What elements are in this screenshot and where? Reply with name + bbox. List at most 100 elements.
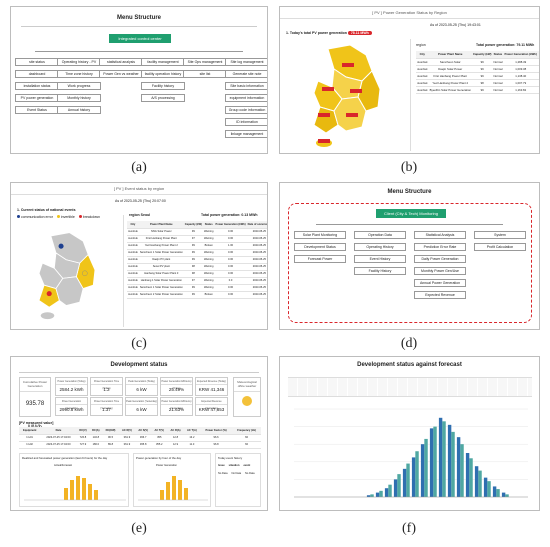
menu-item[interactable]: Monthly Power Gen/Use	[414, 267, 466, 275]
menu-item[interactable]: installation status	[15, 82, 59, 90]
menu-item[interactable]: Group code information	[225, 106, 267, 114]
korea-map[interactable]	[17, 223, 117, 327]
chart-bar[interactable]	[397, 474, 401, 497]
menu-item[interactable]: Development Status	[294, 243, 346, 251]
table-row[interactable]: Jeonbuk Hanbang 1 Solar Power Generation 9…	[127, 277, 267, 285]
menu-category[interactable]: Statistical Analysis	[414, 231, 466, 239]
chart-bar[interactable]	[465, 453, 470, 497]
table-row[interactable]: Jeonbuk Samcheon 1 Solar Power Generation…	[127, 284, 267, 292]
menu-item[interactable]: Prediction Error Rate	[414, 243, 466, 251]
chart-bar[interactable]	[420, 444, 425, 497]
column-header[interactable]: DC(A)	[89, 427, 103, 435]
chart-bar[interactable]	[483, 477, 488, 497]
menu-item[interactable]: A/S processing	[141, 94, 185, 102]
table-row[interactable]: Inv02 2023-07-25 17:04:00 727.9 180.0 89.8 36…	[19, 441, 261, 449]
menu-category[interactable]: site status	[15, 58, 59, 66]
table-row[interactable]: Jeonbuk Hanbang Solar Power Plant 3 98 Warn…	[127, 270, 267, 278]
column-header[interactable]: Power Plant Name	[428, 51, 472, 59]
table-row[interactable]: Jeonbuk First Hanbang Power Plant 99 Normal…	[416, 72, 539, 80]
menu-root-node[interactable]: Integrated control center	[109, 34, 171, 43]
menu-item[interactable]: PV power generation	[15, 94, 59, 102]
menu-item[interactable]: Annual Power Generation	[414, 279, 466, 287]
menu-item[interactable]: Event History	[354, 255, 406, 263]
menu-item[interactable]: Time zone history	[57, 70, 101, 78]
menu-item[interactable]: Site basic information	[225, 82, 267, 90]
chart-bar[interactable]	[501, 492, 506, 497]
chart-bar[interactable]	[406, 463, 410, 497]
menu-item[interactable]: Power Gen vs weather	[99, 70, 143, 78]
menu-category[interactable]: statistical analysis	[99, 58, 143, 66]
chart-bar[interactable]	[388, 484, 392, 497]
column-header[interactable]: AC R(A)	[167, 427, 184, 435]
chart-bar[interactable]	[474, 466, 479, 497]
menu-item[interactable]: Generate site note	[225, 70, 267, 78]
table-row[interactable]: Jeonbuk NNG Solar Power 99 Warning 0.00 2023-…	[127, 228, 267, 236]
chart-bar[interactable]	[402, 468, 407, 497]
korea-map[interactable]	[288, 41, 406, 149]
menu-item[interactable]: linkage management	[225, 130, 267, 138]
menu-root-node[interactable]: Client (City & Tech) Monitoring	[376, 209, 446, 218]
table-row[interactable]: Jeonbuk Daejin Solar Power 99 Normal 1,009.3…	[416, 65, 539, 73]
column-header[interactable]: Power Generation (kWh)	[214, 221, 247, 229]
map-island[interactable]	[40, 312, 55, 320]
menu-category[interactable]: Solar Plant Monitoring	[294, 231, 346, 239]
column-header[interactable]: Capacity (kW)	[471, 51, 493, 59]
menu-category[interactable]: System	[474, 231, 526, 239]
column-header[interactable]: Power Factor (%)	[199, 427, 233, 435]
chart-bar[interactable]	[379, 490, 383, 497]
menu-item[interactable]: site list	[183, 70, 227, 78]
menu-item[interactable]: Forecast Power	[294, 255, 346, 263]
column-header[interactable]: Status	[202, 221, 215, 229]
column-header[interactable]: City	[127, 221, 139, 229]
table-row[interactable]: Jeonbuk Byeolhin Solar Power Generation 99…	[416, 86, 539, 94]
table-row[interactable]: Jeonbuk Samcheon 1 Solar Power Generation…	[127, 249, 267, 257]
chart-bar[interactable]	[433, 426, 437, 497]
chart-bar[interactable]	[438, 417, 443, 497]
column-header[interactable]: DC(V)	[76, 427, 90, 435]
chart-bar[interactable]	[393, 479, 398, 497]
table-row[interactable]: Jeonbuk Seoul PV plant 98 Warning 0.00 2023-0…	[127, 263, 267, 271]
chart-bar[interactable]	[429, 428, 434, 497]
menu-item[interactable]: equipment information	[225, 94, 267, 102]
column-header[interactable]: Power Generation (kWh)	[503, 51, 538, 59]
column-header[interactable]: AC T(A)	[183, 427, 200, 435]
map-region-southeast[interactable]	[55, 276, 84, 306]
table-row[interactable]: Jeonbuk Yeol Hanbang Power Plant 2 98 Norma…	[416, 79, 539, 87]
menu-item[interactable]: ID information	[225, 118, 267, 126]
menu-item[interactable]: Monthly history	[57, 94, 101, 102]
chart-bar[interactable]	[447, 424, 452, 497]
menu-category[interactable]: facility management	[141, 58, 185, 66]
chart-bar[interactable]	[496, 489, 500, 497]
menu-category[interactable]: Site Ops management	[183, 58, 227, 66]
chart-bar[interactable]	[492, 486, 497, 497]
menu-item[interactable]: Annual history	[57, 106, 101, 114]
menu-category[interactable]: Operating history - PV	[57, 58, 101, 66]
column-header[interactable]: Capacity (kW)	[183, 221, 203, 229]
table-row[interactable]: Jeonbuk Yeol Hanbang Power Plant 2 99 Broke…	[127, 242, 267, 250]
menu-category[interactable]: Operation Data	[354, 231, 406, 239]
menu-item[interactable]: Daily Power Generation	[414, 255, 466, 263]
menu-item[interactable]: facility operation history	[141, 70, 185, 78]
menu-item[interactable]: Work progress	[57, 82, 101, 90]
chart-bar[interactable]	[370, 494, 374, 497]
chart-bar[interactable]	[415, 451, 419, 497]
chart-bar[interactable]	[505, 494, 509, 497]
table-row[interactable]: Jeonbuk First Hanbang Power Plant 97 Warnin…	[127, 235, 267, 243]
column-header[interactable]: DC(KW)	[102, 427, 119, 435]
column-header[interactable]: Time (h)	[537, 51, 539, 59]
menu-item[interactable]: Profit Calculation	[474, 243, 526, 251]
chart-bar[interactable]	[384, 488, 389, 497]
column-header[interactable]: Frequency (Hz)	[232, 427, 261, 435]
column-header[interactable]: City	[416, 51, 429, 59]
chart-bar[interactable]	[375, 492, 380, 497]
chart-bar[interactable]	[469, 458, 473, 497]
table-row[interactable]: Jeonbuk Daejin PV plant 99 Warning 0.00 2023-…	[127, 256, 267, 264]
chart-bar[interactable]	[478, 470, 482, 497]
menu-item[interactable]: Facility history	[141, 82, 185, 90]
chart-bar[interactable]	[456, 437, 461, 497]
menu-item[interactable]: Facility History	[354, 267, 406, 275]
chart-bar[interactable]	[460, 444, 464, 497]
chart-bar[interactable]	[366, 495, 371, 497]
column-header[interactable]: AC T(V)	[151, 427, 168, 435]
